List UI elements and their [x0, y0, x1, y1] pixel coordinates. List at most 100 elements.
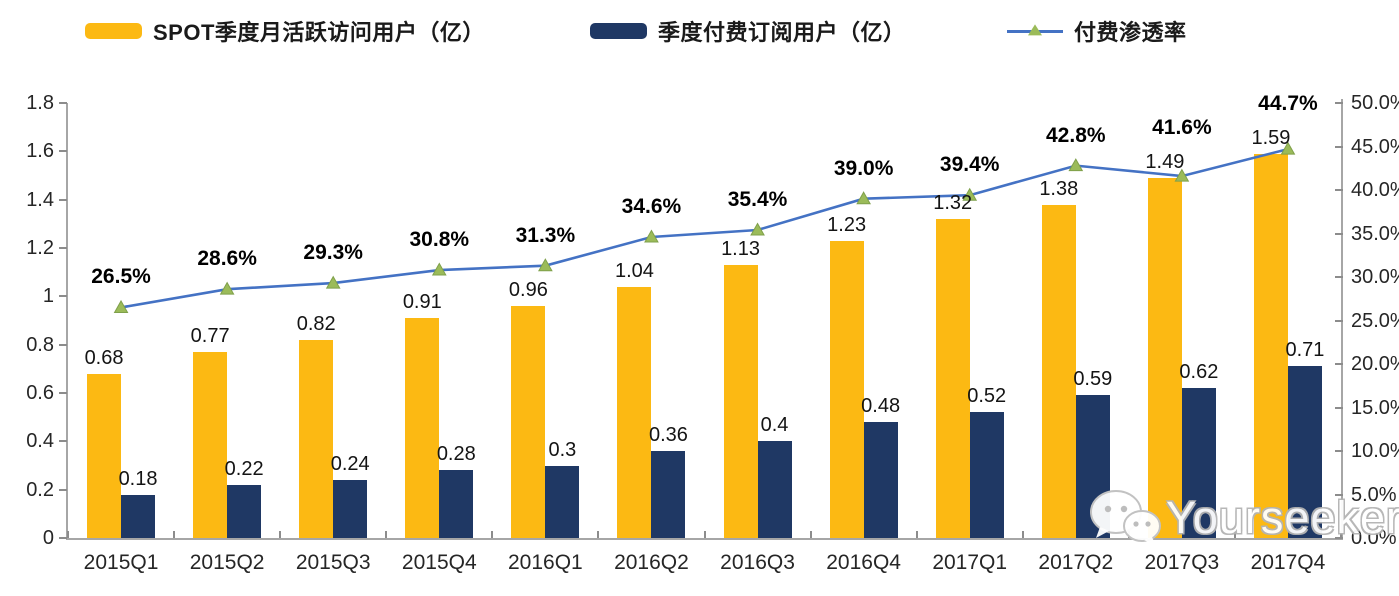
bar-label-mau: 1.49 [1145, 150, 1185, 173]
x-tick-label: 2017Q1 [932, 551, 1008, 574]
bar-label-mau: 0.82 [296, 312, 336, 335]
legend-triangle-icon [1028, 24, 1042, 36]
y-tick-label-right: 0.0% [1351, 527, 1397, 549]
bar-paid [121, 494, 156, 538]
x-axis [66, 538, 1343, 540]
pct-label: 39.0% [833, 156, 894, 180]
x-tick-label: 2015Q1 [83, 551, 159, 574]
bar-mau [511, 306, 546, 538]
y-tick-label-right: 35.0% [1351, 222, 1399, 245]
y-axis-right-tick [1335, 406, 1343, 409]
legend-item-paid: 季度付费订阅用户（亿） [590, 15, 906, 47]
bar-paid [757, 441, 792, 538]
bar-label-paid: 0.28 [436, 443, 476, 466]
x-axis-tick [915, 531, 918, 538]
bar-label-mau: 1.38 [1039, 177, 1079, 200]
y-axis-left-tick [59, 150, 67, 153]
bar-mau [87, 373, 122, 538]
y-axis-left [66, 103, 68, 540]
legend-item-penetration: 付费渗透率 [1007, 15, 1187, 47]
y-tick-label-right: 45.0% [1351, 135, 1399, 158]
pct-label: 39.4% [939, 153, 1000, 177]
x-axis-tick [703, 531, 706, 538]
y-tick-label-left: 1.4 [26, 188, 54, 211]
bar-paid [1287, 366, 1322, 538]
y-tick-label-right: 30.0% [1351, 266, 1399, 288]
bar-paid [333, 480, 368, 538]
bar-label-paid: 0.22 [224, 457, 264, 480]
bar-paid [863, 422, 898, 538]
y-tick-label-right: 50.0% [1351, 92, 1399, 114]
y-tick-label-left: 0.8 [26, 333, 54, 356]
y-axis-left-tick [59, 198, 67, 201]
y-axis-right-tick [1335, 102, 1343, 104]
bar-label-mau: 0.77 [190, 324, 230, 347]
y-axis-right-tick [1335, 537, 1343, 539]
pct-label: 34.6% [621, 194, 682, 218]
x-tick-label: 2016Q1 [508, 551, 583, 574]
x-tick-label: 2016Q2 [614, 551, 689, 574]
bar-paid [1181, 388, 1216, 538]
bar-paid [439, 470, 474, 538]
pct-label: 41.6% [1152, 115, 1212, 139]
y-axis-right-tick [1335, 232, 1343, 235]
x-axis-tick [67, 531, 69, 538]
x-tick-label: 2016Q3 [720, 551, 795, 574]
pct-label: 31.3% [515, 223, 576, 247]
triangle-marker-icon [538, 258, 553, 272]
y-tick-label-right: 20.0% [1351, 353, 1399, 375]
x-axis-tick [809, 531, 812, 538]
y-axis-right-tick [1335, 493, 1343, 496]
bar-label-paid: 0.3 [548, 438, 577, 461]
legend-item-mau: SPOT季度月活跃访问用户（亿） [85, 15, 485, 47]
x-axis-tick [385, 531, 388, 538]
x-tick-label: 2017Q2 [1038, 551, 1114, 574]
y-tick-label-left: 0.2 [26, 478, 54, 501]
triangle-marker-icon [431, 262, 447, 276]
triangle-marker-icon [750, 222, 765, 236]
x-axis-tick [1340, 531, 1342, 538]
bar-label-paid: 0.52 [967, 385, 1007, 408]
y-axis-right-tick [1335, 363, 1343, 365]
bar-mau [617, 286, 652, 538]
bar-label-mau: 1.23 [827, 213, 867, 236]
y-axis-right-tick [1335, 450, 1343, 452]
bar-label-paid: 0.24 [330, 453, 370, 475]
triangle-marker-icon [856, 191, 871, 205]
pct-label: 26.5% [91, 265, 151, 289]
bar-paid [1075, 395, 1110, 538]
bar-label-paid: 0.62 [1179, 361, 1219, 384]
triangle-marker-icon [113, 299, 129, 313]
y-axis-left-tick [59, 537, 67, 539]
legend-swatch-paid [590, 23, 647, 39]
y-axis-left-tick [59, 295, 67, 298]
bar-label-mau: 1.59 [1251, 126, 1291, 149]
legend-swatch-mau [85, 23, 142, 39]
y-tick-label-right: 40.0% [1351, 179, 1399, 201]
bar-paid [545, 465, 580, 538]
bar-label-paid: 0.59 [1073, 368, 1113, 391]
y-tick-label-left: 0.6 [26, 382, 54, 404]
triangle-marker-icon [325, 275, 341, 289]
triangle-marker-icon [644, 229, 659, 243]
y-tick-label-right: 5.0% [1351, 483, 1397, 506]
y-tick-label-right: 25.0% [1351, 309, 1399, 332]
x-tick-label: 2016Q4 [826, 551, 901, 574]
y-axis-left-tick [59, 343, 67, 346]
pct-label: 30.8% [409, 228, 470, 252]
pct-label: 42.8% [1046, 123, 1106, 147]
bar-label-paid: 0.18 [118, 467, 158, 490]
x-tick-label: 2015Q2 [189, 551, 265, 574]
bar-paid [227, 484, 262, 538]
bar-mau [829, 240, 864, 538]
y-tick-label-left: 1.2 [26, 237, 54, 259]
bar-label-mau: 1.13 [721, 237, 760, 260]
bar-mau [299, 339, 334, 538]
bar-mau [935, 219, 970, 538]
bar-mau [193, 351, 228, 538]
x-axis-tick [279, 531, 282, 538]
legend-label-penetration: 付费渗透率 [1074, 20, 1187, 45]
y-tick-label-left: 1 [42, 285, 54, 308]
x-tick-label: 2015Q3 [295, 551, 371, 574]
